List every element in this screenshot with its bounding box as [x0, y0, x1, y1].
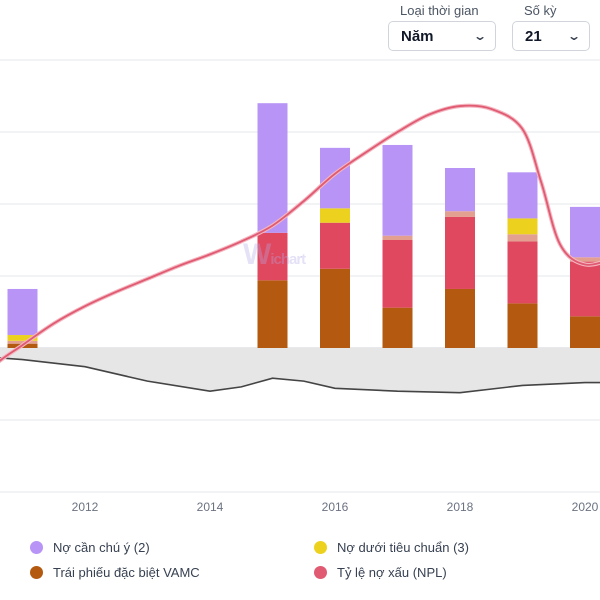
bar-segment	[570, 316, 600, 348]
bar-segment	[320, 268, 350, 348]
bar-segment	[507, 303, 538, 348]
npl-line	[0, 104, 600, 362]
period-select[interactable]: Năm ⌄	[388, 21, 496, 51]
bar-segment	[570, 261, 600, 317]
legend-dot	[30, 566, 43, 579]
x-tick-label: 2016	[322, 500, 349, 514]
bad-debt-chart: 2012 2014 2016 2018 2020	[0, 59, 600, 514]
count-select[interactable]: 21 ⌄	[512, 21, 590, 51]
bar-segment	[570, 206, 600, 258]
legend-item-npl[interactable]: Tỷ lệ nợ xấu (NPL)	[314, 565, 447, 580]
bar-segment	[320, 208, 350, 223]
negative-area	[0, 348, 600, 393]
bar-segment	[382, 307, 413, 348]
period-control: Loại thời gian Năm ⌄	[388, 4, 496, 51]
legend-dot	[314, 566, 327, 579]
bar-segment	[445, 216, 475, 289]
period-value: Năm	[401, 27, 434, 45]
legend-label: Trái phiếu đặc biệt VAMC	[53, 565, 200, 580]
x-tick-label: 2020	[572, 500, 599, 514]
legend-item-vamc[interactable]: Trái phiếu đặc biệt VAMC	[30, 565, 200, 580]
bar-segment	[507, 218, 538, 235]
legend-label: Nợ cần chú ý (2)	[53, 540, 150, 555]
bar-segment	[320, 147, 350, 209]
bar-segment	[7, 335, 38, 341]
bar-segment	[445, 168, 475, 212]
bar-segment	[382, 235, 413, 240]
bar-segment	[507, 172, 538, 219]
bar-segment	[7, 288, 38, 336]
bar-segment	[7, 340, 38, 344]
x-tick-label: 2012	[72, 500, 99, 514]
bar-segment	[382, 144, 413, 236]
legend-label: Nợ dưới tiêu chuẩn (3)	[337, 540, 469, 555]
bar-segment	[507, 241, 538, 304]
legend-item-substandard[interactable]: Nợ dưới tiêu chuẩn (3)	[314, 540, 469, 555]
count-value: 21	[525, 27, 542, 45]
bar-segment	[257, 232, 288, 281]
period-label: Loại thời gian	[400, 3, 479, 18]
chart-controls: Loại thời gian Năm ⌄ Số kỳ 21 ⌄	[388, 4, 600, 51]
legend-dot	[314, 541, 327, 554]
bar-segment	[257, 103, 288, 233]
legend-item-watch[interactable]: Nợ cần chú ý (2)	[30, 540, 150, 555]
negative-area-line	[0, 357, 600, 394]
bar-segment	[320, 222, 350, 269]
bar-segment	[445, 211, 475, 217]
bar-segment	[570, 257, 600, 262]
x-tick-label: 2014	[197, 500, 224, 514]
legend-dot	[30, 541, 43, 554]
legend-label: Tỷ lệ nợ xấu (NPL)	[337, 565, 447, 580]
chevron-down-icon: ⌄	[472, 29, 488, 43]
bar-segment	[382, 240, 413, 308]
x-tick-label: 2018	[447, 500, 474, 514]
bar-segment	[445, 288, 475, 348]
chevron-down-icon: ⌄	[566, 29, 582, 43]
bar-segment	[507, 234, 538, 242]
count-control: Số kỳ 21 ⌄	[512, 4, 600, 51]
count-label: Số kỳ	[524, 3, 557, 18]
bar-segment	[257, 280, 288, 348]
